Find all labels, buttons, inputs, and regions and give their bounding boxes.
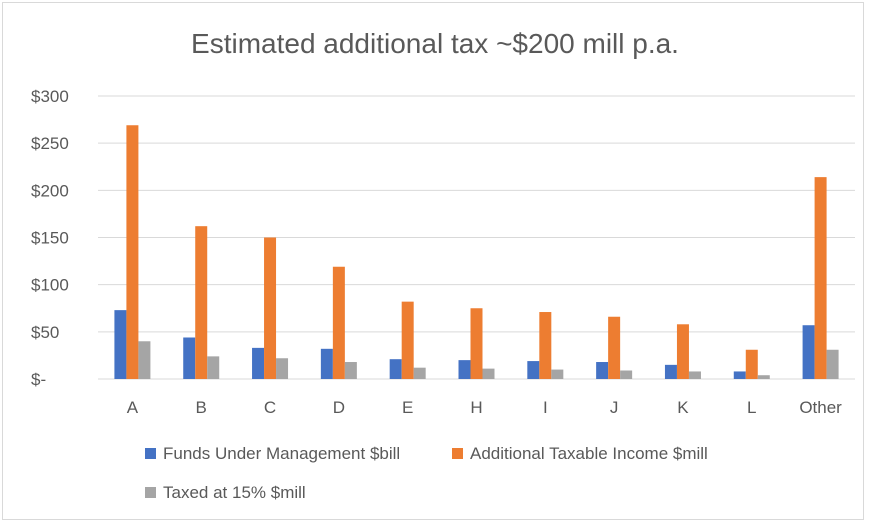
bar-H-series-2 (482, 368, 495, 379)
y-tick-label: $250 (31, 134, 69, 153)
bar-D-series-2 (344, 362, 357, 379)
bar-J-series-2 (620, 370, 633, 379)
x-axis-ticks: A B C D E H I J K L Other (127, 398, 842, 417)
bar-C-series-2 (276, 358, 289, 379)
bar-C-series-0 (252, 347, 265, 379)
y-tick-label: $150 (31, 229, 69, 248)
x-tick-label: A (127, 398, 139, 417)
bar-L-series-2 (757, 375, 770, 379)
bar-D-series-0 (320, 348, 333, 379)
legend-swatch-0 (145, 448, 156, 459)
bars (114, 125, 839, 379)
x-tick-label: L (747, 398, 756, 417)
bar-I-series-2 (551, 369, 564, 379)
bar-E-series-2 (413, 367, 426, 379)
bar-A-series-1 (126, 125, 139, 379)
bar-Other-series-1 (814, 177, 827, 379)
legend-swatch-2 (145, 487, 156, 498)
bar-Other-series-0 (802, 325, 815, 379)
bar-K-series-2 (688, 371, 701, 379)
legend-label-2: Taxed at 15% $mill (163, 483, 306, 502)
bar-C-series-1 (264, 237, 277, 379)
bar-L-series-0 (733, 371, 746, 379)
x-tick-label: E (402, 398, 413, 417)
y-tick-label: $50 (31, 323, 59, 342)
bar-D-series-1 (332, 266, 345, 379)
y-tick-label: $200 (31, 181, 69, 200)
x-tick-label: I (543, 398, 548, 417)
legend-label-1: Additional Taxable Income $mill (470, 444, 708, 463)
bar-I-series-0 (527, 361, 540, 379)
bar-B-series-2 (207, 356, 220, 379)
bar-L-series-1 (745, 349, 758, 379)
bar-H-series-0 (458, 360, 471, 379)
x-tick-label: B (196, 398, 207, 417)
bar-I-series-1 (539, 312, 552, 379)
x-tick-label: J (610, 398, 619, 417)
bar-J-series-1 (608, 316, 621, 379)
y-tick-label: $100 (31, 276, 69, 295)
bar-E-series-0 (389, 359, 402, 379)
bar-B-series-1 (195, 226, 208, 379)
bar-K-series-0 (664, 364, 677, 379)
chart-frame (2, 2, 864, 520)
x-tick-label: H (470, 398, 482, 417)
y-axis-ticks: $- $50 $100 $150 $200 $250 $300 (31, 87, 69, 389)
legend: Funds Under Management $bill Additional T… (145, 444, 708, 502)
bar-H-series-1 (470, 308, 483, 379)
bar-K-series-1 (676, 324, 689, 379)
bar-A-series-0 (114, 310, 127, 379)
chart-title: Estimated additional tax ~$200 mill p.a. (191, 28, 679, 59)
y-tick-label: $300 (31, 87, 69, 106)
y-tick-label: $- (31, 370, 46, 389)
bar-J-series-0 (596, 362, 609, 379)
legend-swatch-1 (452, 448, 463, 459)
bar-A-series-2 (138, 341, 151, 379)
bar-Other-series-2 (826, 349, 839, 379)
gridlines (98, 95, 855, 380)
x-tick-label: C (264, 398, 276, 417)
legend-label-0: Funds Under Management $bill (163, 444, 400, 463)
bar-E-series-1 (401, 301, 414, 379)
x-tick-label: Other (799, 398, 842, 417)
x-tick-label: D (333, 398, 345, 417)
bar-B-series-0 (183, 337, 196, 379)
x-tick-label: K (677, 398, 689, 417)
